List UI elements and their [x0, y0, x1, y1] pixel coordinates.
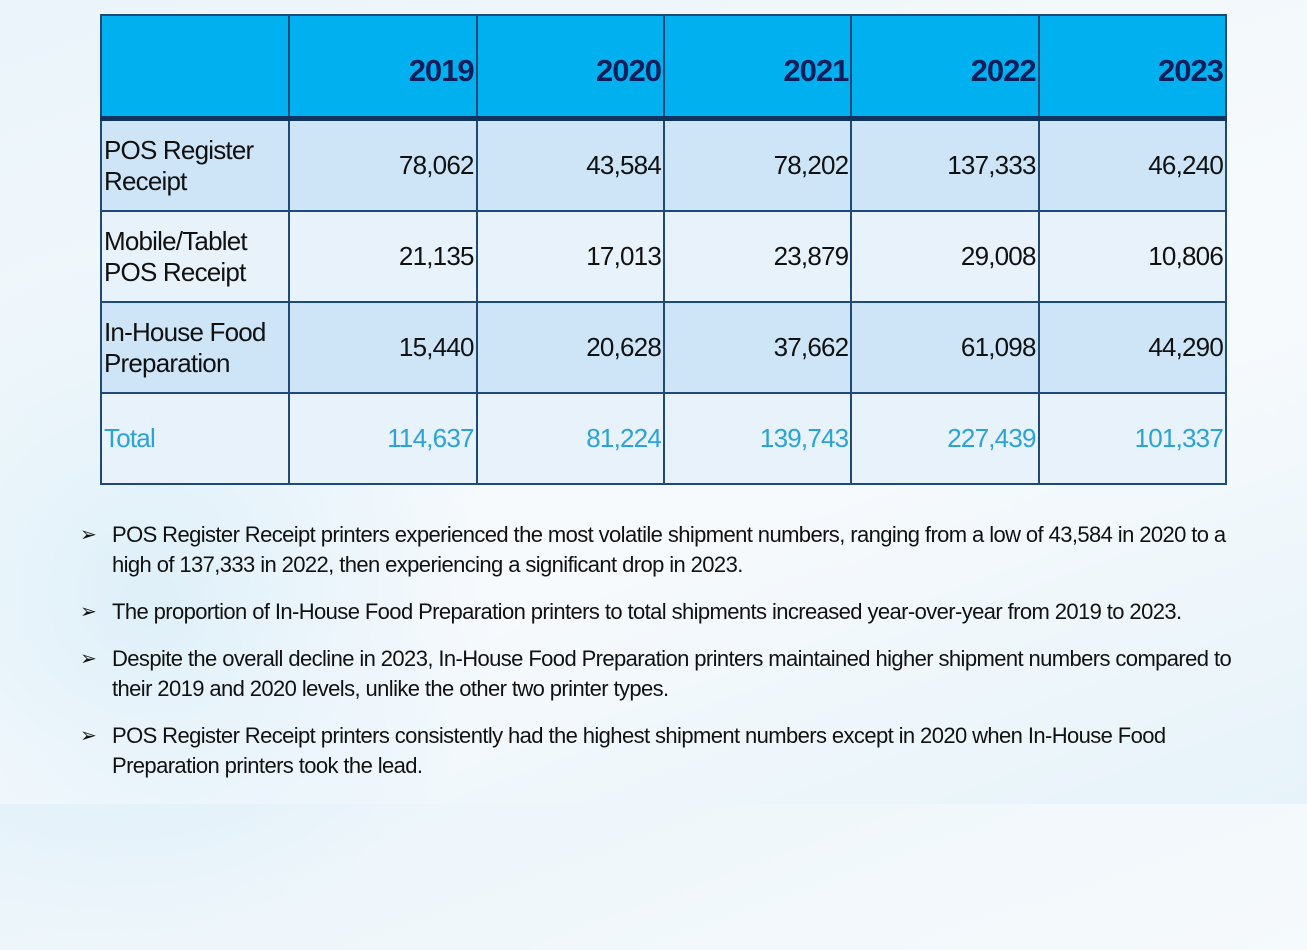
table-cell: 61,098	[850, 301, 1040, 394]
row-label-line: In-House Food	[104, 316, 266, 347]
row-label: In-House Food Preparation	[99, 301, 291, 394]
insight-text: Despite the overall decline in 2023, In-…	[112, 646, 1232, 701]
total-label: Total	[99, 392, 291, 485]
arrow-bullet-icon: ➢	[80, 725, 97, 747]
row-label: POS Register Receipt	[99, 117, 291, 212]
table-cell: 78,202	[662, 117, 853, 212]
table-cell: 10,806	[1037, 210, 1228, 303]
total-cell: 227,439	[850, 392, 1040, 485]
total-cell: 139,743	[662, 392, 853, 485]
table-cell: 46,240	[1037, 117, 1228, 212]
header-year-2021: 2021	[662, 14, 853, 121]
insights-list: ➢ POS Register Receipt printers experien…	[80, 520, 1260, 798]
row-label-line: POS Register	[104, 134, 254, 165]
table-row: Mobile/Tablet POS Receipt 21,135 17,013 2…	[99, 210, 1228, 303]
total-cell: 114,637	[288, 392, 478, 485]
header-year-2022: 2022	[850, 14, 1040, 121]
table-cell: 29,008	[850, 210, 1040, 303]
table-cell: 137,333	[850, 117, 1040, 212]
total-cell: 81,224	[475, 392, 665, 485]
total-row: Total 114,637 81,224 139,743 227,439 101…	[99, 392, 1228, 485]
insight-item: ➢ POS Register Receipt printers experien…	[80, 520, 1260, 580]
row-label: Mobile/Tablet POS Receipt	[99, 210, 291, 303]
row-label-line: Preparation	[104, 347, 230, 378]
insight-item: ➢ Despite the overall decline in 2023, I…	[80, 644, 1260, 704]
table-row: POS Register Receipt 78,062 43,584 78,202…	[99, 117, 1228, 212]
table-cell: 37,662	[662, 301, 853, 394]
table-cell: 20,628	[475, 301, 665, 394]
table-cell: 15,440	[288, 301, 478, 394]
header-year-2023: 2023	[1037, 14, 1228, 121]
arrow-bullet-icon: ➢	[80, 601, 97, 623]
row-label-line: Receipt	[104, 165, 187, 196]
table-cell: 44,290	[1037, 301, 1228, 394]
table-cell: 21,135	[288, 210, 478, 303]
table-row: In-House Food Preparation 15,440 20,628 3…	[99, 301, 1228, 394]
total-cell: 101,337	[1037, 392, 1228, 485]
header-corner-cell	[99, 14, 291, 121]
arrow-bullet-icon: ➢	[80, 648, 97, 670]
table-cell: 78,062	[288, 117, 478, 212]
insight-item: ➢ POS Register Receipt printers consiste…	[80, 721, 1260, 781]
row-label-line: POS Receipt	[104, 256, 246, 287]
insight-text: POS Register Receipt printers experience…	[112, 522, 1226, 577]
header-row: 2019 2020 2021 2022 2023	[99, 14, 1228, 121]
table-cell: 43,584	[475, 117, 665, 212]
row-label-line: Mobile/Tablet	[104, 225, 248, 256]
arrow-bullet-icon: ➢	[80, 524, 97, 546]
table-cell: 23,879	[662, 210, 853, 303]
header-year-2020: 2020	[475, 14, 665, 121]
header-year-2019: 2019	[288, 14, 478, 121]
table-cell: 17,013	[475, 210, 665, 303]
shipments-table: 2019 2020 2021 2022 2023 POS Register Rec…	[99, 14, 1228, 485]
insight-item: ➢ The proportion of In-House Food Prepar…	[80, 597, 1260, 627]
insight-text: The proportion of In-House Food Preparat…	[112, 599, 1182, 624]
insight-text: POS Register Receipt printers consistent…	[112, 723, 1166, 778]
